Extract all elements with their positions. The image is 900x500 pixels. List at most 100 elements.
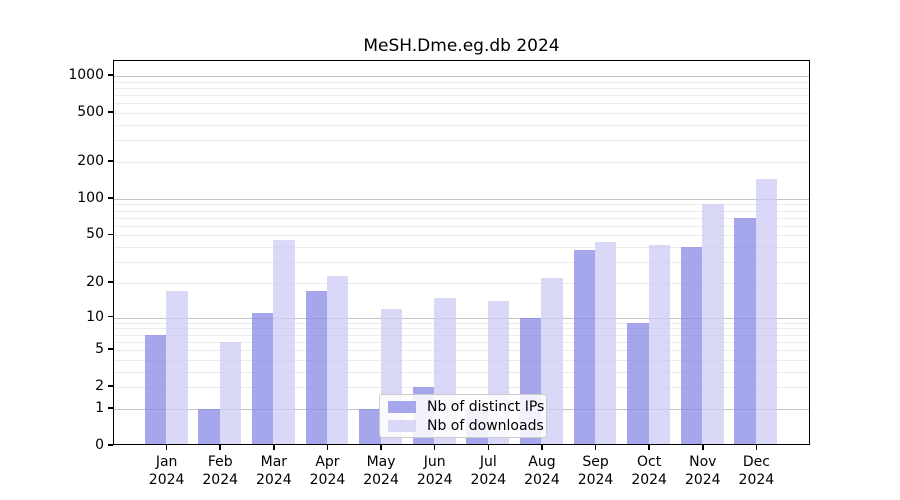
x-tick-label: Jul 2024 (470, 454, 507, 488)
major-gridline (114, 198, 809, 200)
legend-label-downloads: Nb of downloads (427, 417, 544, 434)
y-tick-label: 50 (86, 226, 104, 243)
bar-downloads-dec (755, 179, 778, 445)
y-tick-label: 100 (77, 189, 104, 206)
minor-gridline (114, 113, 809, 115)
bar-downloads-sep (595, 242, 617, 445)
x-tick (380, 445, 382, 450)
y-tick (108, 444, 113, 446)
y-tick-label: 200 (77, 153, 104, 170)
x-tick (702, 445, 704, 450)
y-tick-label: 5 (95, 341, 104, 358)
minor-gridline (114, 81, 809, 83)
bar-distinct-ips-dec (734, 218, 756, 445)
y-tick (108, 281, 113, 283)
x-tick (326, 445, 329, 450)
x-tick-label: Apr 2024 (309, 454, 346, 488)
x-tick (594, 445, 597, 450)
minor-gridline (114, 328, 809, 330)
minor-gridline (114, 262, 809, 264)
minor-gridline (114, 235, 809, 237)
y-tick-label: 0 (95, 437, 104, 453)
bar-downloads-jan (166, 291, 188, 445)
minor-gridline (114, 103, 809, 105)
legend-label-distinct-ips: Nb of distinct IPs (427, 398, 545, 415)
y-tick (108, 348, 113, 350)
minor-gridline (114, 210, 809, 212)
x-tick (755, 445, 758, 450)
minor-gridline (114, 225, 809, 227)
x-tick-label: Dec 2024 (738, 454, 775, 488)
minor-gridline (114, 247, 809, 249)
y-tick (108, 233, 113, 236)
minor-gridline (114, 322, 809, 324)
y-tick-label: 2 (95, 378, 104, 395)
legend-swatch-distinct-ips (388, 400, 416, 413)
y-tick-label: 500 (77, 104, 104, 121)
plot-area: Nb of distinct IPs Nb of downloads (113, 60, 810, 445)
minor-gridline (114, 217, 809, 219)
y-tick (108, 160, 113, 162)
x-tick-label: Jun 2024 (416, 454, 453, 488)
bar-downloads-apr (326, 275, 349, 445)
y-tick-label: 1 (95, 399, 104, 416)
bar-distinct-ips-feb (198, 408, 220, 445)
bar-distinct-ips-mar (251, 312, 274, 445)
minor-gridline (114, 359, 809, 361)
minor-gridline (114, 387, 809, 389)
y-tick (108, 111, 113, 113)
minor-gridline (114, 350, 809, 352)
y-tick-label: 1000 (68, 67, 104, 84)
y-tick (108, 197, 113, 199)
x-tick-label: Mar 2024 (256, 454, 292, 488)
legend: Nb of distinct IPs Nb of downloads (379, 394, 547, 438)
bar-distinct-ips-nov (680, 247, 703, 445)
bar-downloads-oct (648, 244, 671, 445)
bar-downloads-mar (273, 239, 295, 445)
x-tick-label: Sep 2024 (577, 454, 614, 488)
major-gridline (114, 76, 809, 78)
bar-distinct-ips-oct (627, 322, 649, 445)
bar-downloads-nov (702, 204, 724, 445)
x-tick (433, 445, 436, 450)
x-tick (165, 445, 168, 450)
x-tick-label: Aug 2024 (524, 454, 560, 488)
minor-gridline (114, 125, 809, 127)
x-tick (273, 445, 275, 450)
y-tick-label: 10 (86, 308, 104, 325)
minor-gridline (114, 282, 809, 284)
minor-gridline (114, 371, 809, 373)
y-tick (108, 385, 113, 387)
minor-gridline (114, 87, 809, 89)
minor-gridline (114, 341, 809, 343)
x-tick (541, 445, 543, 450)
x-tick (219, 445, 221, 450)
x-tick-label: Jan 2024 (148, 454, 185, 488)
bar-distinct-ips-may (359, 408, 381, 445)
minor-gridline (114, 204, 809, 206)
x-tick (648, 445, 650, 450)
x-tick (487, 445, 490, 450)
x-tick-label: May 2024 (363, 454, 399, 488)
y-tick (108, 74, 113, 76)
minor-gridline (114, 162, 809, 164)
y-tick (108, 407, 113, 409)
minor-gridline (114, 334, 809, 336)
legend-item-distinct-ips: Nb of distinct IPs (380, 398, 546, 415)
bar-distinct-ips-apr (305, 291, 327, 445)
minor-gridline (114, 140, 809, 142)
x-tick-label: Oct 2024 (631, 454, 667, 488)
major-gridline (114, 317, 809, 319)
legend-item-downloads: Nb of downloads (380, 417, 546, 434)
legend-swatch-downloads (388, 419, 416, 432)
bar-distinct-ips-jan (144, 334, 167, 445)
y-tick (108, 315, 113, 318)
x-tick-label: Nov 2024 (684, 454, 721, 488)
bar-distinct-ips-sep (573, 249, 596, 445)
bar-downloads-feb (219, 341, 242, 445)
minor-gridline (114, 95, 809, 97)
x-tick-label: Feb 2024 (202, 454, 239, 488)
chart-title: MeSH.Dme.eg.db 2024 (363, 36, 560, 56)
y-tick-label: 20 (86, 273, 104, 290)
